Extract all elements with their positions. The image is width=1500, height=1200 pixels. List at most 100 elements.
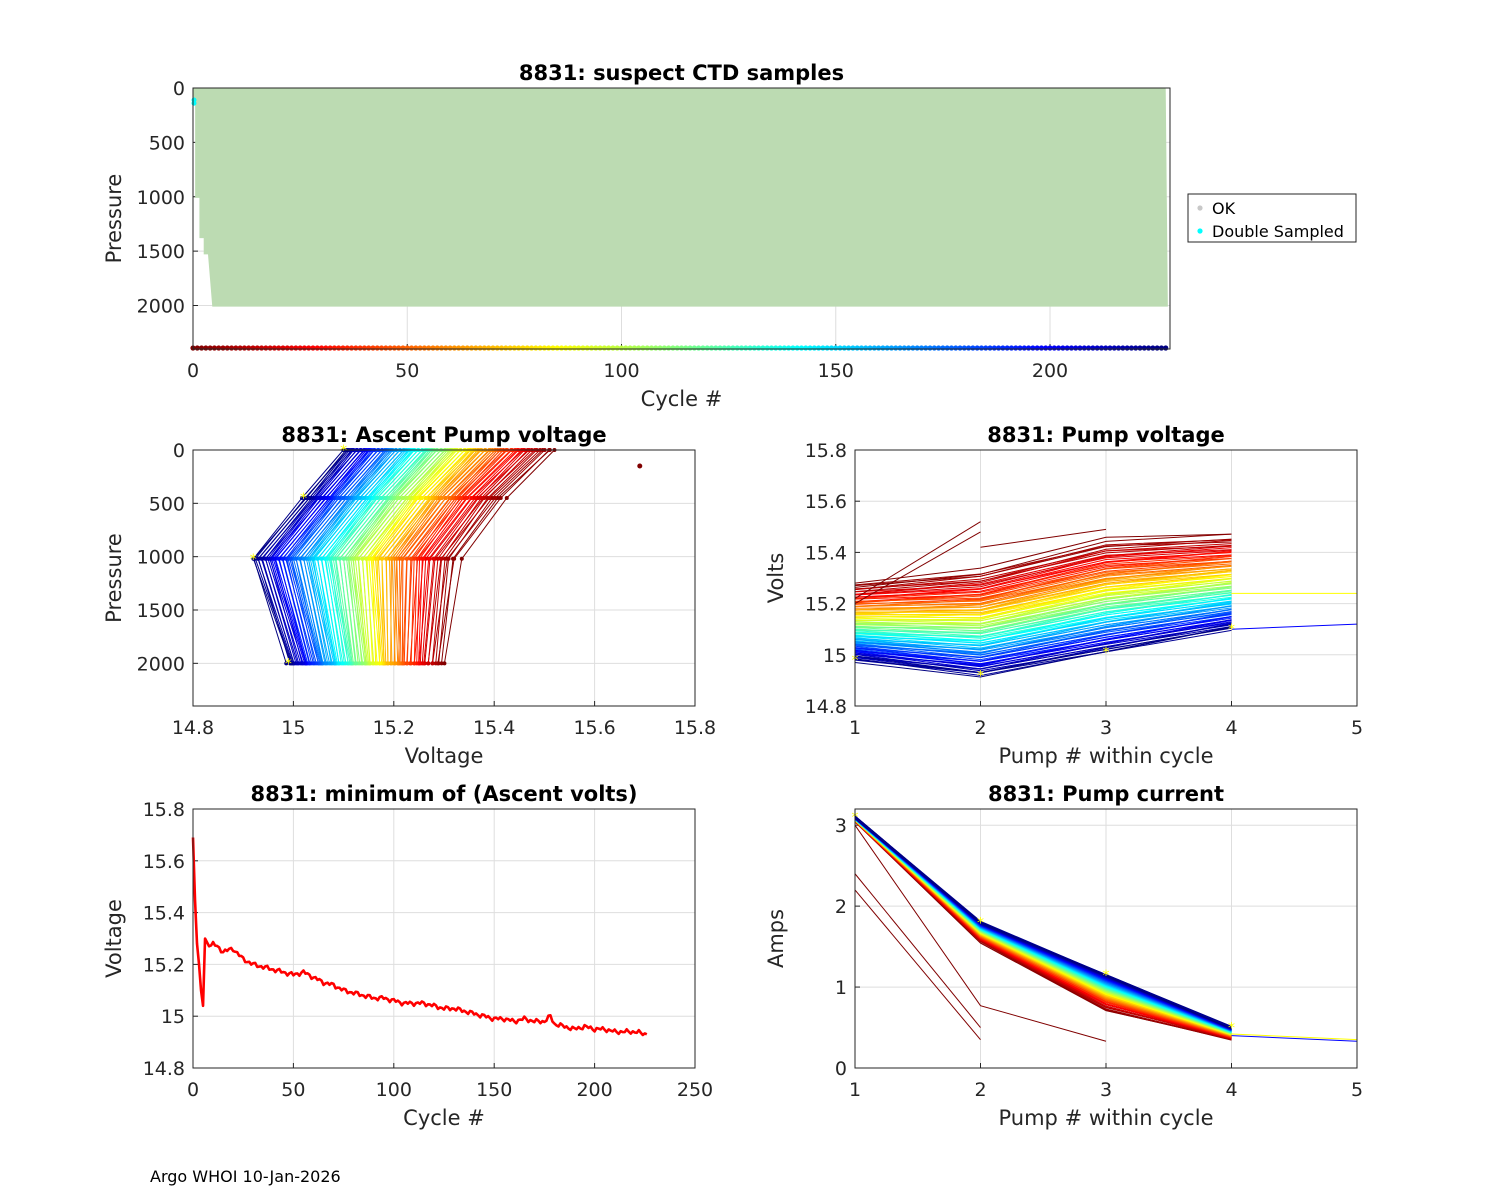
ascent-sample-point — [426, 661, 431, 666]
pump-current-line — [854, 819, 1232, 1036]
pump-voltage-line — [854, 585, 1232, 625]
ascent-sample-point — [320, 496, 325, 500]
ascent-profile-line — [295, 449, 388, 664]
ascent-sample-point — [385, 496, 390, 500]
x-tick-label: 3 — [1100, 1079, 1112, 1101]
ascent-sample-point — [459, 556, 464, 561]
ascent-sample-point — [476, 496, 481, 500]
y-tick-label: 14.8 — [143, 1058, 185, 1080]
ascent-sample-point — [357, 496, 362, 500]
ascent-profile-line — [303, 449, 392, 664]
ascent-sample-point — [284, 661, 289, 666]
ascent-profile-line — [402, 449, 499, 664]
pump-voltage-line — [854, 596, 1232, 638]
pump-current-line — [854, 816, 1232, 1030]
ascent-sample-point — [427, 496, 432, 500]
pump-voltage-line — [854, 605, 1232, 647]
ascent-sample-point — [459, 496, 464, 500]
ascent-sample-point — [493, 496, 498, 500]
x-tick-label: 15 — [281, 717, 305, 739]
pump-current-line — [854, 817, 1232, 1028]
pump-voltage-line — [854, 564, 1232, 605]
ascent-profile-line — [443, 449, 555, 664]
ascent-profile-line — [370, 449, 461, 664]
x-tick-label: 0 — [187, 1079, 199, 1101]
ascent-sample-point — [452, 556, 457, 561]
pump-current-line — [854, 819, 1232, 1033]
ascent-profile-line — [290, 449, 386, 664]
ascent-profile-line — [362, 449, 453, 664]
ascent-sample-point — [442, 661, 447, 666]
x-tick-label: 150 — [818, 360, 854, 382]
ascent-sample-point — [294, 556, 299, 561]
ascent-sample-point — [341, 556, 346, 561]
pump-voltage-line — [854, 565, 1232, 611]
ascent-sample-point — [343, 661, 348, 666]
pump-current-line — [854, 815, 1232, 1030]
minv-plot — [191, 837, 648, 1037]
ascent-sample-point — [421, 661, 426, 666]
ascent-profile-line — [261, 449, 351, 664]
ascent-sample-point — [404, 556, 409, 561]
pump-current-line — [854, 818, 1232, 1032]
legend-label: Double Sampled — [1212, 222, 1344, 241]
pumpc-title: 8831: Pump current — [988, 782, 1224, 806]
x-tick-label: 250 — [677, 1079, 713, 1101]
pump-current-line — [854, 816, 1232, 1029]
last-cycle-marker: * — [977, 668, 984, 684]
pump-current-line — [854, 818, 1232, 1030]
ascent-sample-point — [341, 496, 346, 500]
ascent-profile-line — [307, 449, 397, 664]
y-tick-label: 15.6 — [143, 851, 185, 873]
ascent-sample-point — [337, 556, 342, 561]
ascent-sample-point — [487, 496, 492, 500]
pump-current-line — [854, 816, 1232, 1030]
ascent-profile-line — [278, 449, 369, 664]
pump-current-line — [854, 817, 1232, 1031]
pump-current-line — [854, 817, 1232, 1031]
last-cycle-marker: * — [1228, 1021, 1235, 1037]
ascent-sample-point — [298, 661, 303, 666]
ascent-profile-line — [257, 449, 349, 664]
pump-voltage-line — [854, 587, 1232, 629]
pump-current-line — [854, 816, 1232, 1034]
pumpv-xlabel: Pump # within cycle — [999, 744, 1214, 768]
y-tick-label: 500 — [149, 132, 185, 154]
pump-current-line — [854, 818, 1232, 1032]
ascent-sample-point — [442, 556, 447, 561]
ascent-sample-point — [439, 661, 444, 666]
ascent-sample-point — [375, 556, 380, 561]
ascent-profile-line — [435, 449, 538, 664]
ascent-sample-point — [399, 556, 404, 561]
ascent-sample-point — [364, 556, 369, 561]
ascent-sample-point — [298, 556, 303, 561]
ascent-sample-point — [426, 556, 431, 561]
ascent-sample-point — [443, 496, 448, 500]
outlier-point — [637, 463, 643, 469]
ascent-sample-point — [315, 556, 320, 561]
ctd-frame — [192, 87, 1171, 350]
ascent-sample-point — [409, 661, 414, 666]
last-cycle-marker: * — [285, 656, 292, 672]
x-tick-label: 50 — [395, 360, 419, 382]
pump-current-line — [854, 819, 1232, 1033]
ascent-profile-line — [326, 449, 416, 664]
last-cycle-marker: * — [1103, 968, 1110, 984]
y-tick-label: 15 — [161, 1006, 185, 1028]
x-tick-label: 200 — [576, 1079, 612, 1101]
ascent-sample-point — [405, 661, 410, 666]
ascent-sample-point — [435, 556, 440, 561]
y-tick-label: 15.2 — [805, 594, 847, 616]
pump-current-line — [854, 817, 1232, 1031]
pump-current-line — [854, 819, 1232, 1031]
pump-current-outlier-line — [854, 824, 1107, 1042]
pump-voltage-line — [854, 594, 1232, 635]
ascent-profile-line — [330, 449, 426, 664]
y-tick-label: 1000 — [137, 187, 185, 209]
ascent-profile-line — [252, 449, 344, 664]
ascent-sample-point — [337, 661, 342, 666]
y-tick-label: 0 — [835, 1058, 847, 1080]
ctd-legend: OK Double Sampled — [1187, 193, 1357, 243]
pump-voltage-line — [854, 533, 1232, 584]
x-tick-label: 150 — [476, 1079, 512, 1101]
